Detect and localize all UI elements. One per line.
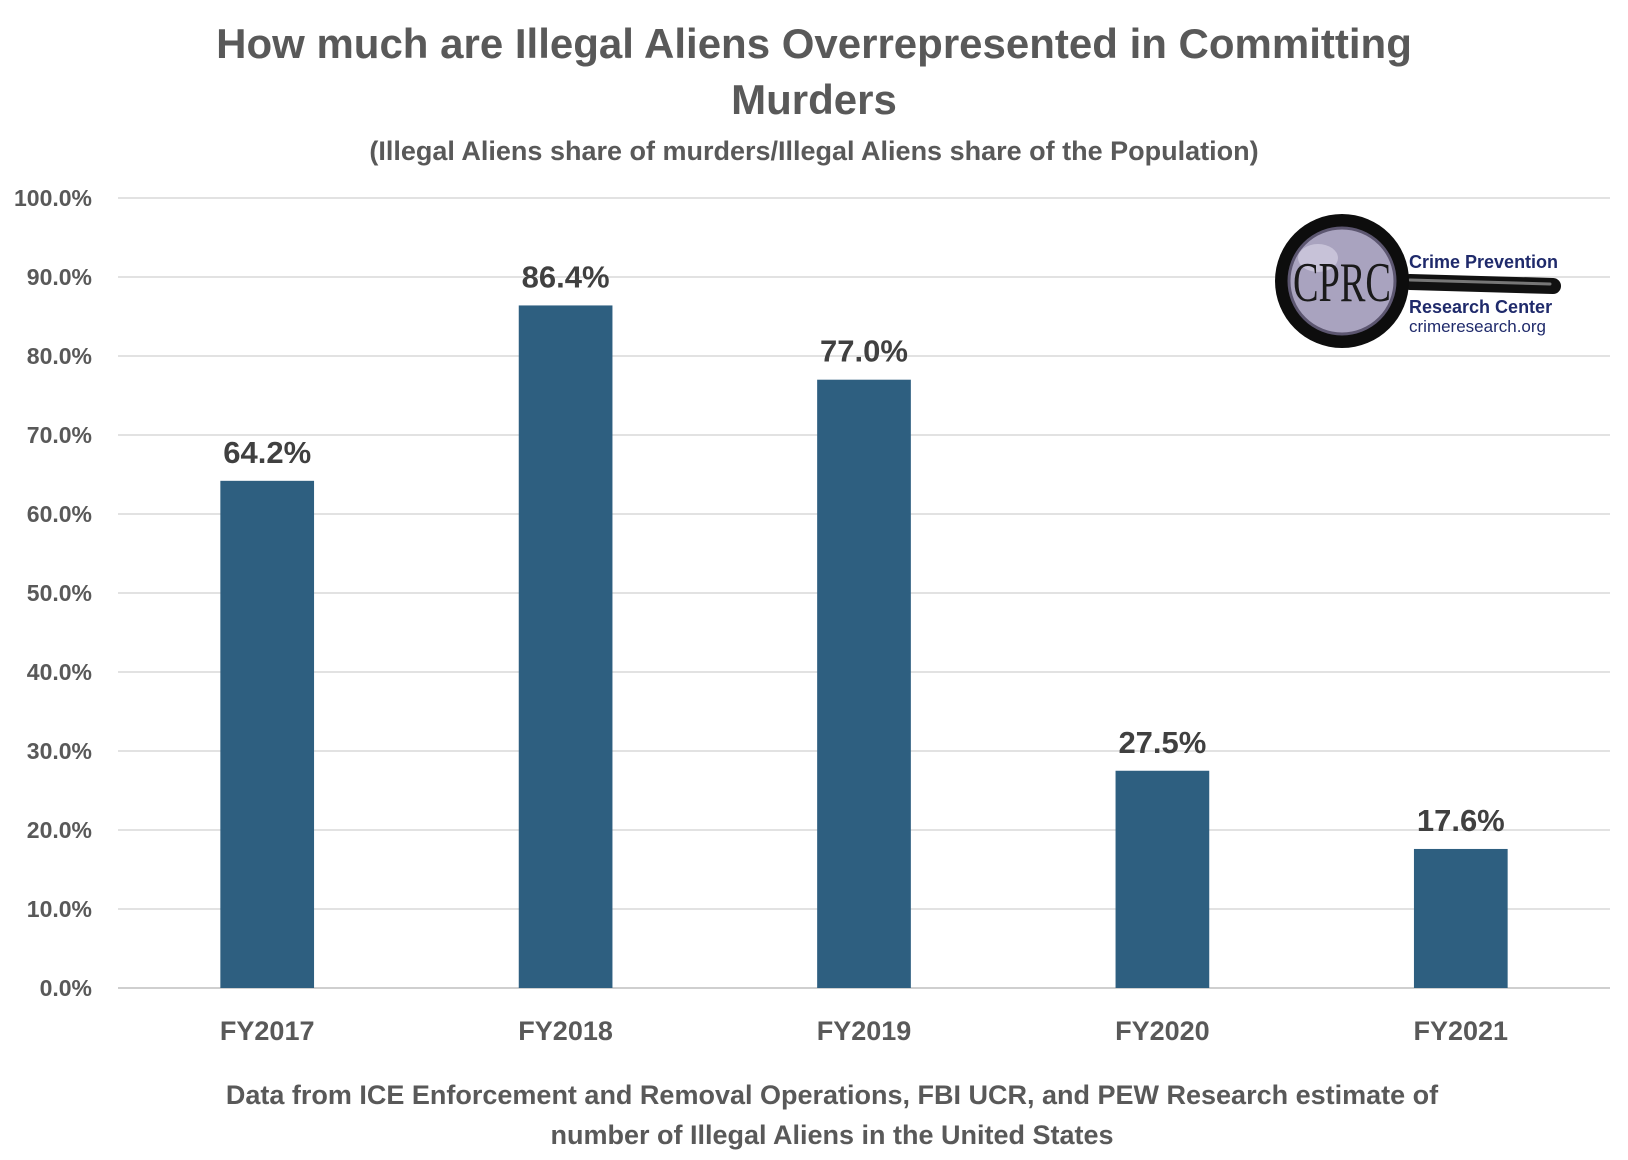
x-category-label: FY2018 bbox=[518, 1016, 613, 1046]
x-category-label: FY2017 bbox=[220, 1016, 315, 1046]
y-tick-label: 0.0% bbox=[40, 975, 92, 1001]
data-label: 27.5% bbox=[1118, 725, 1206, 760]
bar bbox=[817, 379, 911, 988]
data-label: 77.0% bbox=[820, 334, 908, 369]
x-axis-categories: FY2017 FY2018 FY2019 FY2020 FY2021 bbox=[220, 1016, 1508, 1046]
data-label: 17.6% bbox=[1417, 803, 1505, 838]
y-tick-label: 20.0% bbox=[27, 817, 92, 843]
cprc-logo: CPRC Crime Prevention Research Center cr… bbox=[1275, 214, 1561, 348]
data-label: 86.4% bbox=[522, 259, 610, 294]
y-tick-label: 50.0% bbox=[27, 580, 92, 606]
logo-line-1: Crime Prevention bbox=[1409, 252, 1558, 272]
x-category-label: FY2021 bbox=[1414, 1016, 1509, 1046]
logo-monogram: CPRC bbox=[1293, 252, 1391, 314]
logo-line-2: Research Center bbox=[1409, 297, 1552, 317]
bars bbox=[220, 305, 1508, 988]
y-tick-label: 100.0% bbox=[14, 185, 92, 211]
chart-title-line-1: How much are Illegal Aliens Overrepresen… bbox=[216, 20, 1412, 67]
x-category-label: FY2019 bbox=[817, 1016, 912, 1046]
y-tick-label: 10.0% bbox=[27, 896, 92, 922]
y-tick-label: 30.0% bbox=[27, 738, 92, 764]
logo-url: crimeresearch.org bbox=[1409, 317, 1546, 336]
bar bbox=[220, 480, 315, 988]
footnote-line-1: Data from ICE Enforcement and Removal Op… bbox=[226, 1080, 1439, 1110]
y-tick-label: 70.0% bbox=[27, 422, 92, 448]
data-label: 64.2% bbox=[223, 435, 311, 470]
y-tick-label: 60.0% bbox=[27, 501, 92, 527]
bar bbox=[1413, 848, 1508, 988]
bar bbox=[518, 305, 613, 988]
bar bbox=[1115, 770, 1210, 988]
data-labels: 64.2% 86.4% 77.0% 27.5% 17.6% bbox=[223, 259, 1505, 838]
x-category-label: FY2020 bbox=[1115, 1016, 1210, 1046]
chart-subtitle: (Illegal Aliens share of murders/Illegal… bbox=[369, 136, 1258, 166]
y-tick-label: 90.0% bbox=[27, 264, 92, 290]
chart-title-line-2: Murders bbox=[731, 76, 897, 123]
y-axis-ticks: 0.0% 10.0% 20.0% 30.0% 40.0% 50.0% 60.0% 70.0% 8… bbox=[14, 185, 92, 1001]
y-tick-label: 40.0% bbox=[27, 659, 92, 685]
footnote-line-2: number of Illegal Aliens in the United S… bbox=[550, 1120, 1113, 1150]
y-tick-label: 80.0% bbox=[27, 343, 92, 369]
